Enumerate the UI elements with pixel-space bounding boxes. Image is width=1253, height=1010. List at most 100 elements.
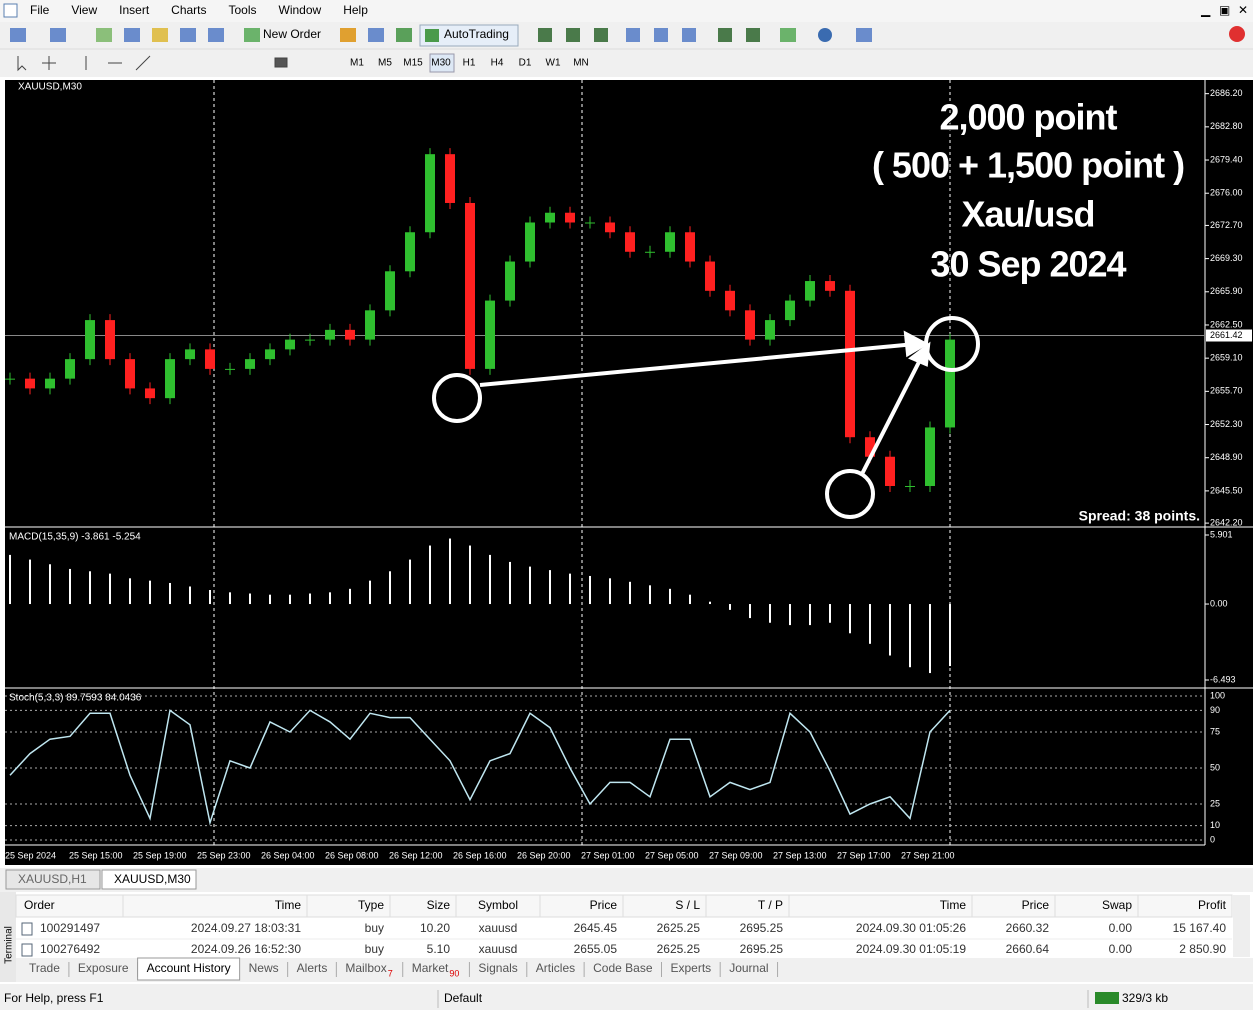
timeframe-button[interactable]: H1 xyxy=(463,58,476,69)
candle xyxy=(285,339,295,350)
icon[interactable] xyxy=(244,28,260,42)
menu-item[interactable]: File xyxy=(30,3,50,17)
column-header[interactable]: Price xyxy=(1022,898,1050,912)
terminal-tab[interactable]: Journal xyxy=(729,961,779,977)
icon[interactable] xyxy=(718,28,732,42)
terminal-tab[interactable]: Alerts xyxy=(297,961,337,977)
icon[interactable] xyxy=(96,28,112,42)
terminal-tab-label[interactable]: Journal xyxy=(729,961,768,975)
timeframe-button[interactable]: M5 xyxy=(378,58,392,69)
terminal-tab[interactable]: News xyxy=(249,961,289,977)
notification[interactable] xyxy=(1229,26,1245,42)
terminal-tab-label[interactable]: Articles xyxy=(536,961,575,975)
timeframe-button[interactable]: H4 xyxy=(491,58,504,69)
timeframe-button[interactable]: M1 xyxy=(350,58,364,69)
menu-item[interactable]: Help xyxy=(343,3,368,17)
macd-bar xyxy=(929,604,931,674)
close[interactable]: ✕ xyxy=(1238,3,1248,17)
icon[interactable] xyxy=(818,28,832,42)
menu-item[interactable]: View xyxy=(71,3,97,17)
new-order-button[interactable]: New Order xyxy=(263,27,321,41)
trendline-tool[interactable] xyxy=(135,55,151,71)
column-header[interactable]: Profit xyxy=(1198,898,1227,912)
icon[interactable] xyxy=(340,28,356,42)
timeframe-button[interactable]: MN xyxy=(573,58,589,69)
macd-bar xyxy=(769,604,771,623)
menu-item[interactable]: Window xyxy=(279,3,322,17)
terminal-tab-label[interactable]: Account History xyxy=(147,961,231,975)
column-header[interactable]: Order xyxy=(24,898,55,912)
terminal-tab[interactable]: Market 90 xyxy=(412,961,470,978)
scrollbar[interactable] xyxy=(1233,895,1250,957)
chart-tab-label[interactable]: XAUUSD,M30 xyxy=(114,872,191,886)
column-header[interactable]: Time xyxy=(275,898,302,912)
menu-item[interactable]: Tools xyxy=(229,3,257,17)
terminal-tab-label[interactable]: Code Base xyxy=(593,961,653,975)
y-tick-label: 2672.70 xyxy=(1210,220,1243,230)
terminal-tab[interactable]: Mailbox 7 xyxy=(345,961,404,978)
terminal-tab-label[interactable]: News xyxy=(249,961,279,975)
chart-tab-label[interactable]: XAUUSD,H1 xyxy=(18,872,87,886)
timeframe-button[interactable]: D1 xyxy=(519,58,532,69)
chart-tab[interactable] xyxy=(101,869,197,890)
column-header[interactable]: Size xyxy=(427,898,451,912)
icon[interactable] xyxy=(856,28,872,42)
terminal-tab[interactable]: Account History xyxy=(137,957,241,981)
autotrading-frame[interactable] xyxy=(419,24,519,47)
shape-tool[interactable] xyxy=(274,57,288,68)
terminal-tab[interactable]: Code Base xyxy=(593,961,662,977)
column-header[interactable]: Type xyxy=(358,898,384,912)
terminal-tab[interactable]: Experts xyxy=(671,961,721,977)
icon[interactable] xyxy=(208,28,224,42)
terminal-tab-label[interactable]: Trade xyxy=(29,961,60,975)
chart-background xyxy=(5,80,1205,865)
column-header[interactable]: Symbol xyxy=(478,898,518,912)
icon[interactable] xyxy=(594,28,608,42)
icon[interactable] xyxy=(152,28,168,42)
restore[interactable]: ▣ xyxy=(1219,3,1230,17)
icon[interactable] xyxy=(50,28,66,42)
terminal-tab-label[interactable]: Alerts xyxy=(297,961,328,975)
icon[interactable] xyxy=(566,28,580,42)
terminal-tab-label[interactable]: Mailbox xyxy=(345,961,386,975)
column-header[interactable]: Time xyxy=(940,898,967,912)
chart-tab[interactable] xyxy=(5,869,101,890)
timeframe-button[interactable]: W1 xyxy=(546,58,561,69)
terminal-sidebar xyxy=(0,892,16,982)
column-header[interactable]: Swap xyxy=(1102,898,1132,912)
column-header[interactable]: Price xyxy=(590,898,618,912)
menu-item[interactable]: Insert xyxy=(119,3,150,17)
icon[interactable] xyxy=(10,28,26,42)
column-header[interactable]: S / L xyxy=(675,898,700,912)
y-tick-label: 0 xyxy=(1210,834,1215,844)
icon[interactable] xyxy=(682,28,696,42)
stoch-label: Stoch(5,3,3) 89.7593 84.0436 xyxy=(9,693,142,704)
icon[interactable] xyxy=(180,28,196,42)
icon[interactable] xyxy=(654,28,668,42)
menu-item[interactable]: Charts xyxy=(171,3,206,17)
crosshair-tool[interactable] xyxy=(42,56,56,70)
icon[interactable] xyxy=(124,28,140,42)
icon[interactable] xyxy=(368,28,384,42)
icon[interactable] xyxy=(780,28,796,42)
terminal-tab-label[interactable]: Market xyxy=(412,961,449,975)
terminal-tab[interactable]: Articles xyxy=(536,961,585,977)
icon[interactable] xyxy=(396,28,412,42)
timeframe-button[interactable]: M30 xyxy=(431,58,451,69)
terminal-tab-label[interactable]: Experts xyxy=(671,961,712,975)
timeframe-button[interactable]: M15 xyxy=(403,58,423,69)
terminal-tab-label[interactable]: Exposure xyxy=(78,961,129,975)
y-tick-label: 50 xyxy=(1210,762,1220,772)
terminal-tab-label[interactable]: Signals xyxy=(478,961,517,975)
terminal-tab[interactable]: Signals xyxy=(478,961,528,977)
icon[interactable] xyxy=(626,28,640,42)
candle xyxy=(665,232,675,252)
candle xyxy=(505,261,515,301)
icon[interactable] xyxy=(538,28,552,42)
terminal-tab[interactable]: Trade xyxy=(29,961,70,977)
column-header[interactable]: T / P xyxy=(758,898,783,912)
icon[interactable] xyxy=(746,28,760,42)
autotrading-button[interactable]: AutoTrading xyxy=(444,27,509,41)
minimize[interactable]: ▁ xyxy=(1200,3,1211,17)
cursor-tool[interactable] xyxy=(17,56,27,72)
